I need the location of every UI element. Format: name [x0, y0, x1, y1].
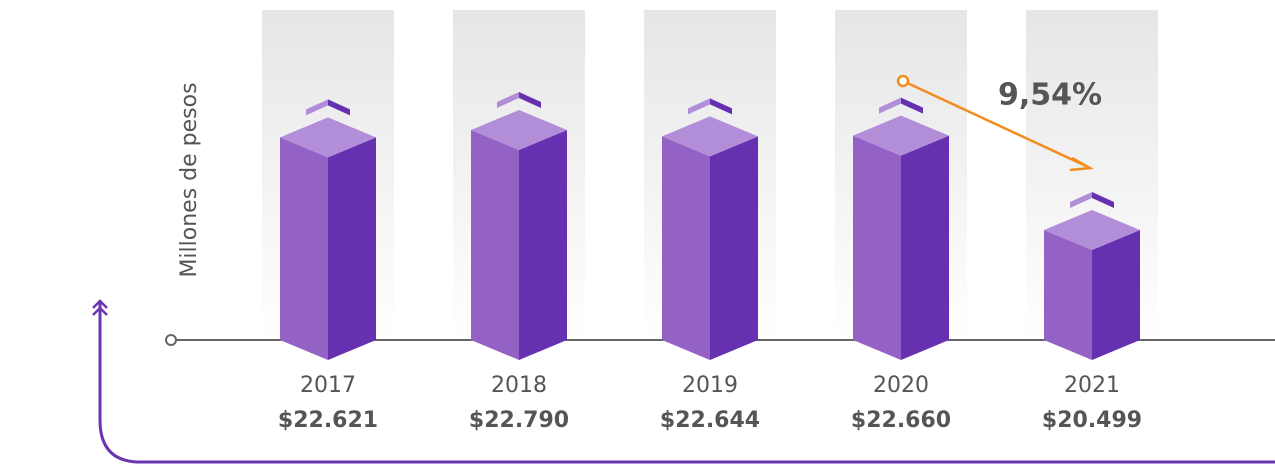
bar-chevron-right — [901, 97, 923, 114]
bar-right-face — [328, 137, 376, 360]
x-tick-label: 2017 — [300, 373, 356, 398]
bar-left-face — [1044, 230, 1092, 360]
annotation-arrow — [902, 79, 1087, 168]
value-label: $22.644 — [660, 408, 760, 433]
bar-top-face — [280, 117, 376, 158]
x-tick-label: 2018 — [491, 373, 547, 398]
bar-right-face — [710, 136, 758, 360]
value-label: $22.621 — [278, 408, 378, 433]
bar-right-face — [1092, 230, 1140, 360]
y-axis-label: Millones de pesos — [177, 82, 202, 277]
bar-chevron-right — [710, 98, 732, 115]
bar — [280, 99, 376, 360]
bar-left-face — [853, 135, 901, 360]
annotation: 9,54% — [998, 78, 1102, 113]
bar-chevron-right — [1092, 192, 1114, 208]
bar-chevron-right — [519, 92, 541, 108]
value-label: $22.790 — [469, 408, 569, 433]
bar-chevron-left — [306, 99, 328, 116]
bar-right-face — [901, 135, 949, 360]
decor-chevron — [92, 299, 108, 316]
baseline-dot — [165, 334, 177, 346]
bar-right-face — [519, 130, 567, 360]
bar-top-face — [662, 116, 758, 157]
decor-curve — [98, 300, 1275, 464]
x-tick-label: 2021 — [1064, 373, 1120, 398]
bar-left-face — [280, 137, 328, 360]
bar — [1044, 192, 1140, 360]
bar — [471, 92, 567, 360]
value-label: $22.660 — [851, 408, 951, 433]
bar-chevron-left — [879, 97, 901, 114]
bar-left-face — [471, 130, 519, 360]
bar-chevron-left — [688, 98, 710, 115]
bar-top-face — [1044, 210, 1140, 250]
bar — [662, 98, 758, 360]
bar-left-face — [662, 136, 710, 360]
annotation-dot — [896, 74, 910, 88]
bar-top-face — [471, 110, 567, 150]
bar-chevron-left — [497, 92, 519, 108]
x-tick-label: 2019 — [682, 373, 738, 398]
bar-chevron-right — [328, 99, 350, 116]
value-label: $20.499 — [1042, 408, 1142, 433]
bars — [280, 92, 1140, 360]
bar — [853, 97, 949, 360]
x-tick-label: 2020 — [873, 373, 929, 398]
bar-top-face — [853, 115, 949, 156]
arrow-head — [1069, 156, 1095, 172]
bar-chevron-left — [1070, 192, 1092, 208]
